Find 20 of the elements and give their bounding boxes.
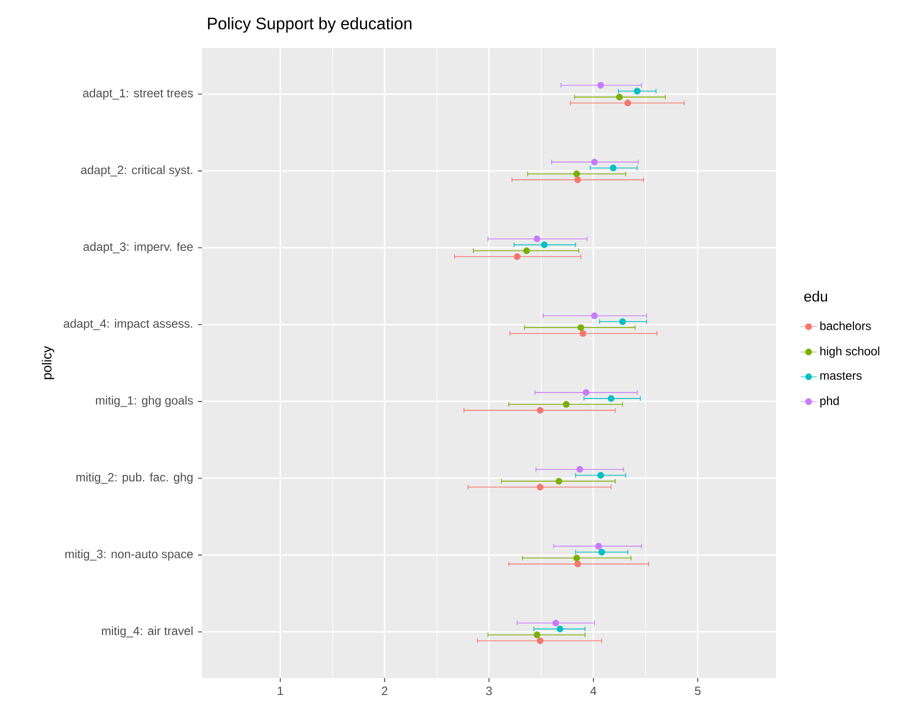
y-tick-label: adapt_3: imperv. fee bbox=[83, 242, 193, 254]
legend-title: edu bbox=[804, 290, 828, 302]
legend-label: bachelors bbox=[820, 321, 871, 330]
x-tick-label: 5 bbox=[694, 686, 701, 696]
x-tick-label: 4 bbox=[590, 686, 596, 695]
x-tick-label: 3 bbox=[486, 686, 492, 696]
legend-label: masters bbox=[820, 372, 862, 380]
y-tick-label: adapt_4: impact assess. bbox=[64, 319, 192, 330]
y-axis-title: policy bbox=[42, 346, 54, 380]
x-tick-label: 1 bbox=[278, 686, 284, 695]
chart-title: Policy Support by education bbox=[208, 17, 412, 33]
y-tick-label: adapt_2: critical syst. bbox=[81, 165, 192, 176]
y-tick-label: mitig_3: non-auto space bbox=[65, 550, 193, 561]
legend-label: phd bbox=[820, 396, 839, 408]
legend-label: high school bbox=[820, 346, 880, 358]
y-tick-label: mitig_4: air travel bbox=[102, 626, 192, 638]
x-tick-label: 2 bbox=[382, 686, 388, 696]
y-tick-label: adapt_1: street trees bbox=[83, 88, 193, 100]
y-tick-label: mitig_2: pub. fac. ghg bbox=[76, 472, 193, 484]
y-tick-label: mitig_1: ghg goals bbox=[96, 396, 193, 407]
